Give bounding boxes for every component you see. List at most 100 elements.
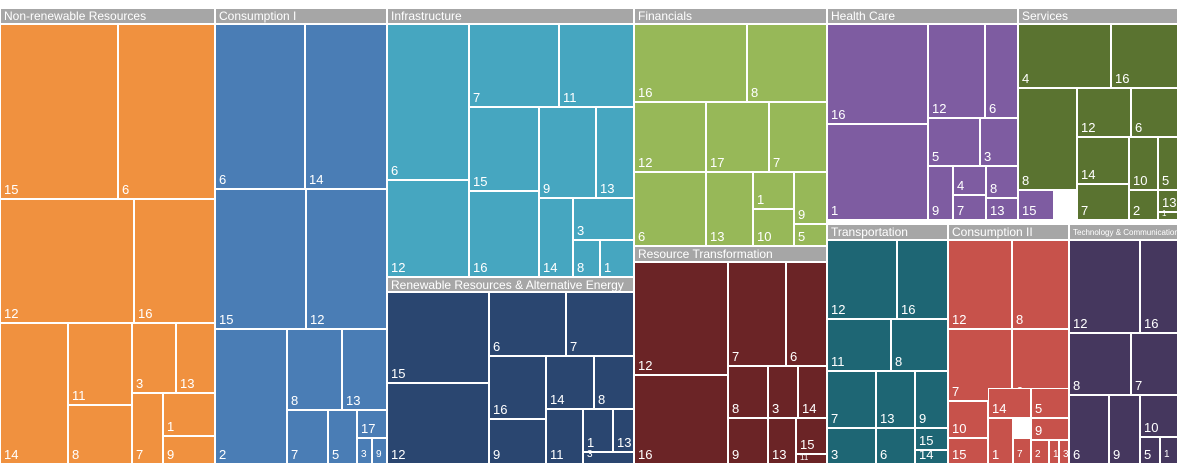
cell-label: 12 — [952, 312, 967, 327]
cell-label: 7 — [291, 447, 299, 462]
treemap-cell-technology-and-communication: 1 — [1160, 437, 1178, 464]
cell-label: 9 — [493, 447, 501, 462]
treemap-cell-health-care: 1 — [827, 124, 928, 220]
cell-label: 13 — [180, 376, 195, 391]
cell-label: 13 — [880, 411, 895, 426]
treemap-cell-financials: 10 — [753, 209, 794, 246]
treemap-cell-health-care: 8 — [986, 166, 1018, 198]
treemap-cell-renewable-resources-and-alternative-energy: 11 — [546, 409, 583, 464]
treemap-cell-services: 14 — [1077, 137, 1129, 184]
cell-label: 1 — [604, 260, 612, 275]
cell-label: 15 — [473, 174, 488, 189]
treemap-cell-technology-and-communication: 8 — [1069, 333, 1131, 395]
cell-label: 3 — [984, 149, 992, 164]
treemap-cell-services: 16 — [1111, 24, 1178, 88]
treemap-cell-health-care: 5 — [928, 118, 980, 166]
treemap-cell-health-care: 6 — [985, 24, 1018, 118]
treemap-cell-non-renewable-resources: 13 — [176, 323, 215, 393]
treemap-cell-non-renewable-resources: 8 — [68, 405, 132, 464]
cell-label: 1 — [587, 435, 595, 450]
treemap-cell-health-care: 16 — [827, 24, 928, 124]
cell-label: 7 — [952, 384, 960, 399]
cell-label: 12 — [391, 260, 406, 275]
cell-label: 8 — [895, 354, 903, 369]
cell-label: 5 — [1162, 173, 1170, 188]
cell-label: 3 — [831, 447, 839, 462]
treemap-cell-consumption-i: 2 — [215, 329, 287, 464]
cell-label: 6 — [1073, 447, 1081, 462]
cell-label: 6 — [1135, 120, 1143, 135]
cell-label: 16 — [901, 302, 916, 317]
treemap-cell-technology-and-communication: 9 — [1109, 395, 1140, 464]
cell-label: 8 — [751, 85, 759, 100]
treemap-cell-services: 5 — [1158, 137, 1178, 190]
treemap-cell-consumption-ii: 7 — [1013, 438, 1031, 464]
cell-label: 15 — [919, 433, 934, 448]
cell-label: 13 — [600, 181, 615, 196]
treemap-cell-services: 2 — [1129, 190, 1158, 220]
treemap-cell-services: 8 — [1018, 88, 1077, 190]
cell-label: 5 — [932, 149, 940, 164]
treemap-cell-renewable-resources-and-alternative-energy: 1 — [583, 409, 613, 452]
cell-label: 8 — [291, 393, 299, 408]
treemap-cell-financials: 7 — [769, 102, 827, 172]
treemap-cell-resource-transformation: 15 — [796, 418, 827, 454]
cell-label: 1 — [1162, 209, 1167, 218]
cell-label: 16 — [831, 107, 846, 122]
treemap-cell-non-renewable-resources: 1 — [163, 393, 215, 436]
treemap-cell-renewable-resources-and-alternative-energy: 14 — [546, 356, 594, 409]
treemap-cell-consumption-ii: 14 — [988, 388, 1031, 418]
cell-label: 13 — [990, 203, 1005, 218]
cell-label: 17 — [710, 155, 725, 170]
cell-label: 8 — [1022, 173, 1030, 188]
treemap-cell-technology-and-communication: 10 — [1140, 395, 1178, 437]
treemap-cell-non-renewable-resources: 7 — [132, 393, 163, 464]
treemap-cell-non-renewable-resources: 14 — [0, 323, 68, 464]
cell-label: 1 — [831, 203, 839, 218]
cell-label: 12 — [638, 155, 653, 170]
treemap-cell-non-renewable-resources: 3 — [132, 323, 176, 393]
treemap-cell-technology-and-communication: 6 — [1069, 395, 1109, 464]
treemap-cell-transportation: 13 — [876, 371, 915, 428]
treemap-cell-transportation: 11 — [827, 319, 891, 371]
treemap-cell-consumption-ii: 2 — [1031, 440, 1049, 464]
cell-label: 9 — [732, 447, 740, 462]
treemap-cell-infrastructure: 3 — [573, 198, 634, 240]
cell-label: 5 — [332, 447, 340, 462]
treemap-cell-resource-transformation: 7 — [728, 262, 786, 366]
cell-label: 10 — [757, 229, 772, 244]
cell-label: 6 — [391, 163, 399, 178]
cell-label: 16 — [1115, 71, 1130, 86]
treemap-cell-consumption-ii: 1 — [988, 418, 1013, 464]
cell-label: 1 — [757, 192, 765, 207]
group-header-financials: Financials — [634, 8, 827, 24]
cell-label: 7 — [473, 90, 481, 105]
treemap-cell-consumption-ii: 15 — [948, 438, 988, 464]
treemap-cell-consumption-i: 15 — [215, 189, 306, 329]
treemap-cell-resource-transformation: 9 — [728, 418, 768, 464]
cell-label: 1 — [1053, 449, 1059, 460]
treemap-cell-consumption-ii: 9 — [1031, 418, 1069, 440]
treemap-cell-consumption-i: 17 — [357, 410, 387, 438]
treemap-cell-infrastructure: 9 — [539, 107, 596, 198]
treemap-cell-renewable-resources-and-alternative-energy: 7 — [566, 292, 634, 356]
cell-label: 9 — [932, 203, 940, 218]
group-header-transportation: Transportation — [827, 224, 948, 240]
cell-label: 16 — [138, 306, 153, 321]
cell-label: 12 — [4, 306, 19, 321]
treemap-cell-consumption-ii: 12 — [948, 240, 1012, 329]
cell-label: 8 — [577, 260, 585, 275]
treemap-cell-health-care: 3 — [980, 118, 1018, 166]
treemap-cell-non-renewable-resources: 12 — [0, 199, 134, 323]
treemap-cell-health-care: 15 — [1018, 190, 1054, 220]
cell-label: 11 — [800, 453, 809, 462]
treemap-cell-services: 10 — [1129, 137, 1158, 190]
cell-label: 4 — [1022, 71, 1030, 86]
cell-label: 6 — [493, 339, 501, 354]
cell-label: 13 — [617, 435, 632, 450]
cell-label: 2 — [219, 447, 227, 462]
cell-label: 16 — [473, 260, 488, 275]
treemap-cell-infrastructure: 1 — [600, 240, 634, 277]
cell-label: 11 — [831, 354, 845, 369]
